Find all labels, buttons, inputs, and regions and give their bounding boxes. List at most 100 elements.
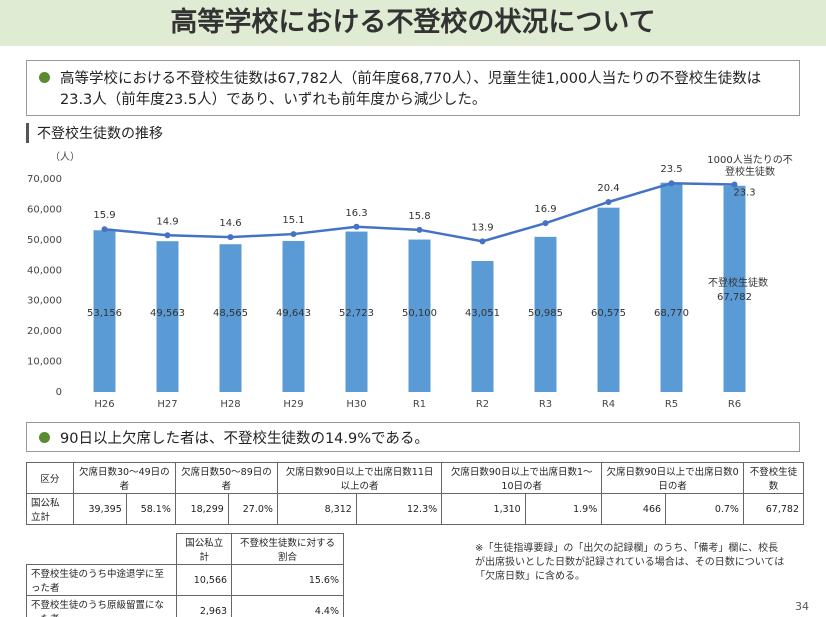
cell: 国公私立計 [26, 493, 74, 525]
x-tick-label: R4 [602, 399, 615, 410]
x-tick-label: H29 [283, 399, 303, 410]
point-label: 20.4 [597, 183, 619, 194]
header-cell: 欠席日数90日以上で出席日数11日以上の者 [276, 462, 443, 494]
x-tick-label: R1 [413, 399, 426, 410]
x-tick-label: H30 [346, 399, 366, 410]
bar [156, 241, 179, 392]
x-tick-label: H26 [94, 399, 114, 410]
x-tick-label: H27 [157, 399, 177, 410]
bullet-box: 高等学校における不登校生徒数は67,782人（前年度68,770人）、児童生徒1… [26, 60, 800, 116]
y-tick-label: 60,000 [27, 204, 62, 215]
bar-value-label: 53,156 [87, 308, 122, 319]
header-cell: 区分 [26, 462, 74, 494]
table: 国公私立計 不登校生徒数に対する割合 不登校生徒のうち中途退学に至った者 10,566… [25, 533, 344, 617]
y-tick-label: 40,000 [27, 265, 62, 276]
point-label: 16.3 [345, 208, 367, 219]
bar [282, 240, 305, 392]
cell: 8,312 [276, 493, 357, 525]
cell: 67,782 [742, 493, 805, 525]
header-cell: 欠席日数30～49日の者 [72, 462, 176, 494]
bar [408, 239, 431, 392]
bar-value-label: 48,565 [213, 308, 248, 319]
page-number: 34 [795, 600, 809, 613]
point [731, 181, 738, 188]
point [227, 234, 234, 241]
bullet-text: 高等学校における不登校生徒数は67,782人（前年度68,770人）、児童生徒1… [60, 71, 762, 108]
bar-value-label: 60,575 [591, 308, 626, 319]
header-cell: 欠席日数50～89日の者 [174, 462, 278, 494]
point-label: 15.8 [408, 211, 430, 222]
cell: 不登校生徒のうち原級留置になった者 [25, 595, 178, 617]
cell: 12.3% [355, 493, 443, 525]
bullet-box: 90日以上欠席した者は、不登校生徒数の14.9%である。 [26, 422, 800, 452]
y-tick-label: 70,000 [27, 174, 62, 185]
point [101, 226, 108, 233]
cell: 0.7% [665, 493, 744, 525]
point-label: 15.9 [93, 210, 115, 221]
row: 不登校生徒のうち中途退学に至った者 10,566 15.6% [25, 564, 344, 596]
cell: 1,310 [441, 493, 526, 525]
point [164, 232, 171, 239]
y-tick-label: 50,000 [27, 235, 62, 246]
point-label: 15.1 [282, 215, 304, 226]
bar [534, 236, 557, 392]
bar-value-label: 50,985 [528, 308, 563, 319]
chart: （人） 0 10,000 20,000 30,000 40,000 50,000 60,00… [27, 151, 756, 410]
point-label: 23.3 [733, 187, 755, 198]
bar-series-label: 不登校生徒数 [708, 278, 768, 289]
cell: 58.1% [125, 493, 176, 525]
header-row: 区分 欠席日数30～49日の者 欠席日数50～89日の者 欠席日数90日以上で出席日数… [26, 462, 805, 494]
line-series-label: 1000人当たりの不登校生徒数 [707, 155, 793, 178]
bar [219, 244, 242, 392]
bar [93, 230, 116, 392]
x-tick-label: R3 [539, 399, 552, 410]
x-tick-label: R5 [665, 399, 678, 410]
row: 国公私立計 39,395 58.1% 18,299 27.0% 8,312 12.3% 1,3… [26, 493, 805, 525]
bar [471, 261, 494, 392]
header-cell: 欠席日数90日以上で出席日数1～10日の者 [441, 462, 603, 494]
point [290, 231, 297, 238]
x-tick-label: R6 [728, 399, 741, 410]
bar-value-label: 52,723 [339, 308, 374, 319]
point-label: 16.9 [534, 204, 556, 215]
cell: 18,299 [174, 493, 229, 525]
header-cell: 不登校生徒数に対する割合 [231, 533, 344, 565]
x-tick-label: H28 [220, 399, 240, 410]
point [353, 223, 360, 230]
point-label: 14.6 [219, 218, 241, 229]
header-cell: 国公私立計 [176, 533, 233, 565]
point [542, 220, 549, 227]
cell: 466 [601, 493, 667, 525]
point [668, 180, 675, 187]
cell: 2,963 [176, 595, 233, 617]
bar [597, 207, 620, 392]
section-title: 不登校生徒数の推移 [26, 123, 163, 143]
bar [660, 182, 683, 392]
header-cell: 欠席日数90日以上で出席日数0日の者 [601, 462, 744, 494]
point-label: 14.9 [156, 216, 178, 227]
note: ※「生徒指導要録」の「出欠の記録欄」のうち、「備考」欄に、校長が出席扱いとした日… [475, 543, 785, 582]
y-tick-label: 0 [56, 387, 62, 398]
bar-value-label: 67,782 [717, 292, 752, 303]
y-tick-label: 20,000 [27, 326, 62, 337]
y-axis-label: （人） [50, 151, 80, 163]
bar-value-label: 49,563 [150, 308, 185, 319]
title: 高等学校における不登校の状況について [0, 0, 826, 46]
cell: 不登校生徒のうち中途退学に至った者 [25, 564, 178, 596]
table: 区分 欠席日数30～49日の者 欠席日数50～89日の者 欠席日数90日以上で出席日数… [26, 462, 805, 525]
cell: 27.0% [227, 493, 278, 525]
bullet-text: 90日以上欠席した者は、不登校生徒数の14.9%である。 [60, 431, 429, 447]
bar-value-label: 50,100 [402, 308, 437, 319]
point-label: 13.9 [471, 222, 493, 233]
cell: 39,395 [72, 493, 127, 525]
x-tick-label: R2 [476, 399, 489, 410]
bullet-dot [39, 72, 50, 83]
point [479, 238, 486, 245]
point-label: 23.5 [660, 164, 682, 175]
point [416, 226, 423, 233]
cell: 10,566 [176, 564, 233, 596]
bar [345, 231, 368, 392]
bar [723, 185, 746, 392]
header-cell [27, 534, 177, 565]
